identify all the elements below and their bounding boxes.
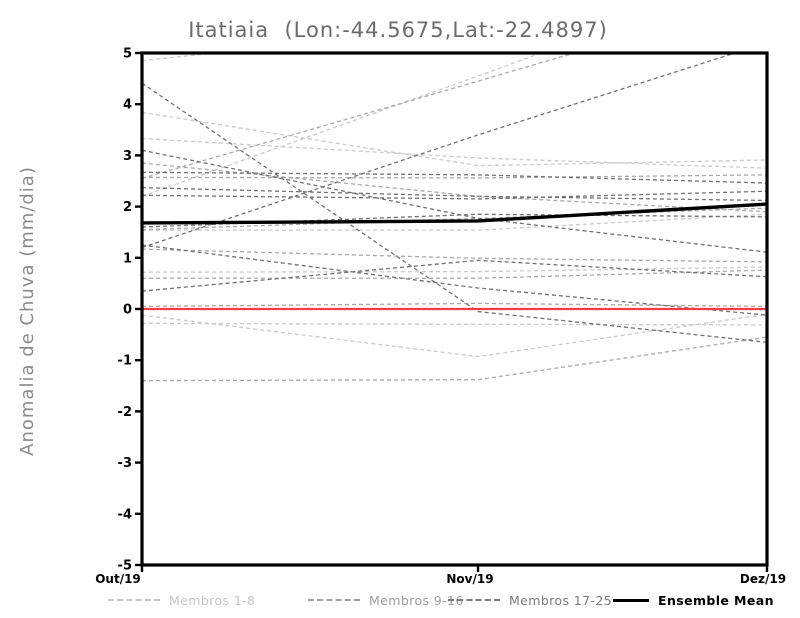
ensemble-mean-line [141,202,768,225]
member-line [142,137,767,169]
member-line [142,174,767,179]
member-line [142,171,767,184]
legend-label: Ensemble Mean [658,592,774,608]
member-line [142,336,767,382]
y-tick-label: 4 [123,98,132,113]
x-tick-label: Dez/19 [740,572,786,586]
y-axis-title: Anomalia de Chuva (mm/dia) [17,166,38,456]
x-tick-label: Out/19 [95,572,141,586]
x-tick-label: Nov/19 [446,572,493,586]
member-line [142,259,767,292]
legend-solid-line-sample [613,598,649,602]
member-line [142,111,767,167]
y-tick-label: -4 [118,507,132,522]
y-tick-label: 3 [123,149,132,164]
member-line [142,313,767,358]
legend: Membros 1-8 Membros 9-16 Membros 17-25 Ense… [0,592,800,612]
member-line [142,190,767,200]
y-tick-label: 2 [123,200,132,215]
legend-dashed-line-sample [108,599,160,601]
member-line [142,248,767,263]
member-line [142,244,767,316]
legend-item: Membros 1-8 [108,592,255,608]
member-line [142,322,767,326]
legend-label: Membros 1-8 [169,592,256,608]
member-line [142,207,767,231]
member-line [142,269,767,279]
member-line [142,149,767,253]
member-line [142,213,767,231]
legend-item: Membros 9-16 [308,592,464,608]
member-line [142,302,767,308]
y-tick-label: -5 [118,559,132,574]
member-line [142,82,767,343]
y-tick-label: 0 [123,303,132,318]
legend-dashed-line-sample [448,599,500,601]
y-tick-label: -3 [118,456,132,471]
member-line [142,53,738,249]
legend-dashed-line-sample [308,599,360,601]
legend-item: Ensemble Mean [613,592,774,608]
member-line [142,266,767,273]
y-tick-label: 1 [123,251,132,266]
legend-item: Membros 17-25 [448,592,612,608]
member-line [142,162,767,213]
y-tick-label: -2 [118,405,132,420]
chart-title: Itatiaia (Lon:-44.5675,Lat:-22.4897) [188,18,608,42]
member-line [142,187,767,202]
legend-label: Membros 17-25 [509,592,613,608]
y-tick-label: 5 [123,47,132,62]
y-tick-label: -1 [118,354,132,369]
